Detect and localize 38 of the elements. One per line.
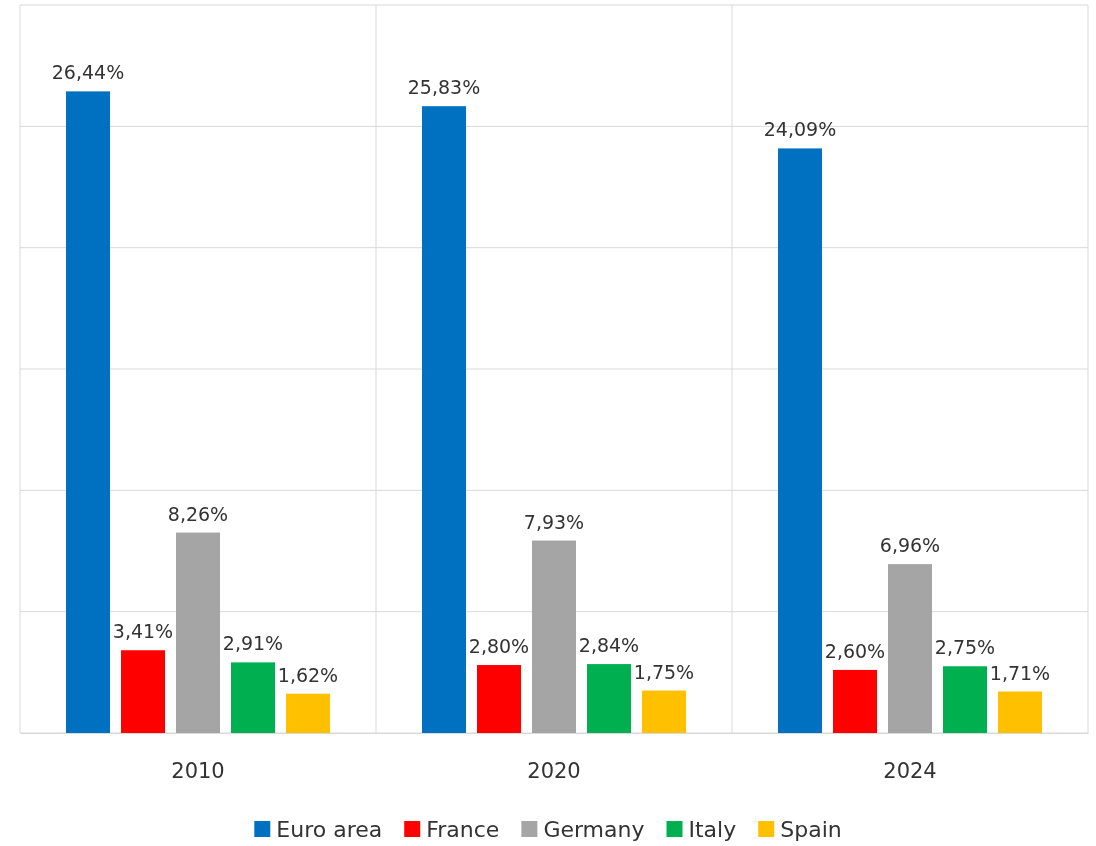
bar: [943, 666, 987, 733]
data-label: 2,80%: [468, 635, 530, 658]
bar: [422, 106, 466, 733]
bar: [532, 540, 576, 733]
bar: [231, 662, 275, 733]
data-label: 1,71%: [989, 661, 1051, 684]
x-tick-label: 2024: [883, 758, 937, 783]
data-label: 2,75%: [934, 636, 996, 659]
data-label: 25,83%: [407, 76, 481, 99]
bar: [642, 690, 686, 733]
data-label: 24,09%: [763, 118, 837, 141]
data-label: 8,26%: [167, 502, 229, 525]
x-tick-label: 2020: [527, 758, 581, 783]
legend-label: Spain: [780, 817, 842, 842]
data-label: 7,93%: [523, 510, 585, 533]
bar: [888, 564, 932, 733]
bar: [587, 664, 631, 733]
bar: [778, 148, 822, 733]
legend-label: France: [426, 817, 500, 842]
bar: [477, 665, 521, 733]
bar: [998, 691, 1042, 733]
bar: [833, 669, 877, 733]
data-label: 2,84%: [578, 634, 640, 657]
data-label: 6,96%: [879, 534, 941, 557]
legend-label: Germany: [543, 817, 645, 842]
bar: [176, 532, 220, 733]
x-tick-label: 2010: [171, 758, 225, 783]
data-label: 26,44%: [51, 61, 125, 84]
data-label: 2,60%: [824, 639, 886, 662]
legend-label: Italy: [688, 817, 737, 842]
bar: [66, 91, 110, 733]
data-label: 1,75%: [633, 660, 695, 683]
legend-label: Euro area: [276, 817, 383, 842]
bar: [286, 693, 330, 733]
bar: [121, 650, 165, 733]
data-label: 1,62%: [277, 663, 339, 686]
data-label: 2,91%: [222, 632, 284, 655]
data-label: 3,41%: [112, 620, 174, 643]
